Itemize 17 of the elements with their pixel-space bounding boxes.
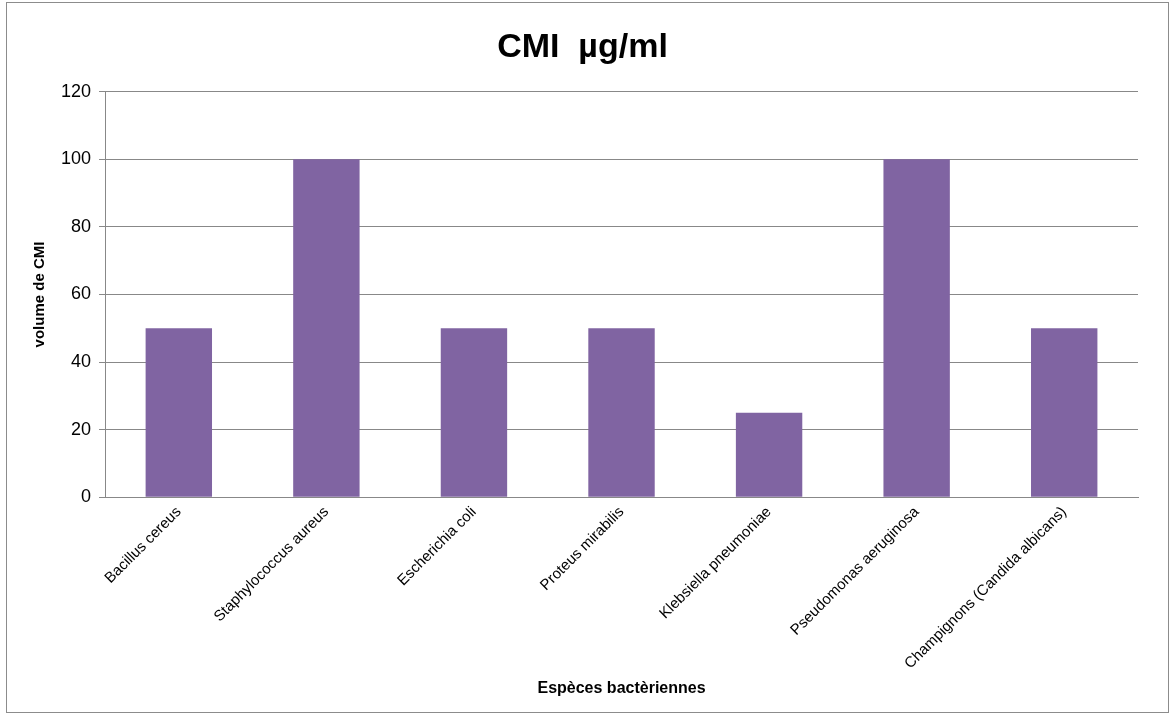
y-tick-label: 100 — [60, 148, 92, 169]
bar — [293, 159, 360, 497]
chart-title: CMI µg/ml — [497, 25, 668, 64]
bar — [735, 412, 803, 497]
y-tick-label: 80 — [71, 215, 92, 236]
y-tick-label: 0 — [81, 486, 92, 507]
x-axis-title: Espèces bactèriennes — [537, 678, 706, 696]
y-tick-label: 120 — [60, 80, 92, 101]
bar — [588, 328, 655, 497]
bar — [145, 328, 213, 497]
y-axis-title: volume de CMI — [30, 241, 48, 348]
y-tick-label: 60 — [71, 283, 92, 304]
bar — [1031, 328, 1098, 497]
bar — [883, 159, 950, 497]
y-tick-label: 40 — [71, 351, 92, 372]
y-tick-label: 20 — [71, 418, 92, 439]
bar — [440, 328, 508, 497]
